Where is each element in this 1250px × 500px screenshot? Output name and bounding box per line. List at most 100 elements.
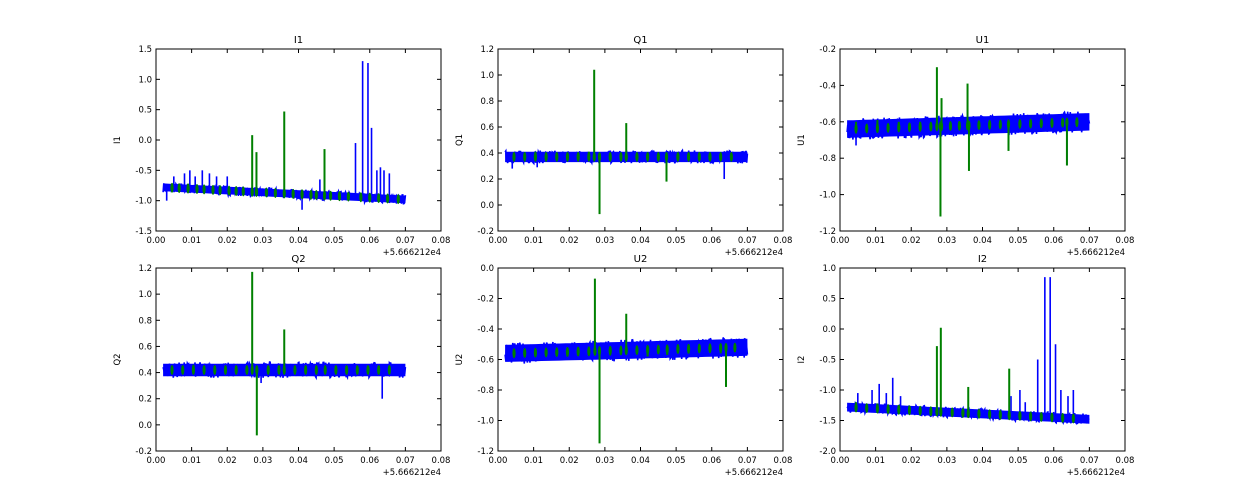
- green-blip-mark: [512, 151, 516, 162]
- green-blip-mark: [377, 364, 381, 375]
- x-tick-label: 0.07: [1080, 456, 1099, 466]
- green-blip-mark: [309, 189, 313, 200]
- subplot-title: I1: [294, 35, 303, 46]
- green-blip-mark: [523, 151, 527, 162]
- y-tick-label: 0.0: [822, 325, 836, 335]
- green-blip-mark: [966, 408, 970, 419]
- green-blip-mark: [334, 364, 338, 375]
- plot-area: [846, 67, 1091, 217]
- x-tick-label: 0.05: [1009, 456, 1028, 466]
- green-blip-mark: [250, 364, 254, 375]
- axes-frame: [497, 48, 784, 232]
- green-blip-mark: [337, 191, 342, 202]
- green-blip-mark: [322, 190, 327, 201]
- green-blip-mark: [396, 194, 400, 205]
- green-blip-mark: [202, 184, 206, 195]
- x-tick-label: 0.07: [738, 236, 757, 246]
- green-blip-mark: [998, 119, 1002, 130]
- x-tick-label: 0.06: [360, 236, 379, 246]
- x-tick-label: 0.02: [902, 456, 921, 466]
- x-tick-label: 0.04: [289, 236, 308, 246]
- x-tick-label: 0.04: [973, 456, 992, 466]
- green-blip-mark: [264, 187, 269, 198]
- green-blip-mark: [929, 406, 933, 417]
- x-tick-label: 0.02: [902, 236, 921, 246]
- subplot-title: U2: [634, 254, 648, 265]
- green-blip-mark: [346, 191, 350, 202]
- green-blip-mark: [213, 364, 217, 375]
- x-tick-label: 0.03: [595, 456, 614, 466]
- green-blip-mark: [608, 151, 612, 162]
- green-blip-mark: [729, 151, 733, 162]
- x-tick-label: 0.06: [702, 236, 721, 246]
- y-tick-label: 0.8: [138, 316, 152, 326]
- subplot-i2: 0.00 0.01 0.02 0.03 0.04 0.05 0.06 0.07 0.08 -2.0…: [797, 254, 1134, 478]
- green-blip-mark: [875, 403, 880, 414]
- x-tick-label: 0.00: [489, 236, 508, 246]
- green-blip-mark: [635, 151, 639, 162]
- y-tick-label: 1.0: [138, 290, 152, 300]
- green-blip-mark: [977, 408, 981, 419]
- green-blip-mark: [533, 151, 538, 162]
- green-blip-mark: [1028, 411, 1033, 422]
- y-tick-label: 0.4: [138, 369, 152, 379]
- green-blip-mark: [593, 346, 597, 357]
- x-tick-label: 0.08: [432, 456, 451, 466]
- green-blip-mark: [897, 122, 901, 133]
- y-tick-label: -0.8: [477, 386, 494, 396]
- green-blip-mark: [255, 364, 259, 375]
- green-blip-mark: [170, 182, 174, 193]
- x-offset-label: +5.666212e4: [725, 248, 783, 258]
- y-tick-label: -1.5: [135, 227, 152, 237]
- green-blip-mark: [218, 185, 222, 196]
- green-blip-mark: [592, 151, 596, 162]
- green-blip-mark: [304, 364, 308, 375]
- green-blip-mark: [291, 188, 295, 199]
- x-tick-label: 0.03: [937, 456, 956, 466]
- green-blip-mark: [656, 344, 660, 355]
- green-blip-mark: [724, 342, 728, 353]
- green-blip-mark: [624, 151, 628, 162]
- y-axis-label: U2: [455, 354, 465, 366]
- green-blip-mark: [241, 186, 245, 197]
- green-blip-mark: [865, 403, 869, 414]
- green-blip-mark: [619, 151, 623, 162]
- green-blip-mark: [624, 345, 628, 356]
- subplot-q1: 0.00 0.01 0.02 0.03 0.04 0.05 0.06 0.07 0.08 -0.2…: [455, 35, 792, 258]
- green-blip-mark: [935, 406, 939, 417]
- green-blip-mark: [907, 405, 912, 416]
- y-tick-label: -1.2: [819, 227, 836, 237]
- green-blip-mark: [293, 364, 297, 375]
- green-blip-mark: [939, 121, 944, 132]
- green-blip-mark: [875, 123, 880, 134]
- green-blip-mark: [587, 151, 591, 162]
- y-tick-label: -1.0: [819, 191, 836, 201]
- green-blip-mark: [708, 343, 712, 354]
- x-tick-label: 0.00: [831, 236, 850, 246]
- x-offset-label: +5.666212e4: [725, 468, 783, 478]
- y-axis-label: I2: [797, 356, 807, 364]
- x-tick-label: 0.00: [147, 456, 166, 466]
- green-blip-mark: [234, 185, 238, 196]
- y-tick-label: 0.0: [138, 136, 152, 146]
- green-blip-mark: [988, 119, 992, 130]
- green-blip-mark: [377, 193, 381, 204]
- x-tick-label: 0.08: [432, 236, 451, 246]
- y-tick-label: -1.5: [819, 417, 836, 427]
- green-blip-mark: [195, 184, 199, 195]
- x-tick-label: 0.01: [866, 236, 885, 246]
- y-tick-label: 0.0: [480, 201, 494, 211]
- green-blip-mark: [523, 347, 527, 358]
- x-tick-label: 0.04: [631, 456, 650, 466]
- x-tick-label: 0.06: [1044, 236, 1063, 246]
- green-blip-mark: [323, 364, 327, 375]
- green-blip-mark: [656, 151, 660, 162]
- green-blip-mark: [344, 364, 349, 375]
- x-offset-label: +5.666212e4: [383, 468, 441, 478]
- y-tick-label: -2.0: [819, 447, 836, 457]
- green-blip-mark: [359, 192, 363, 203]
- y-tick-label: 0.8: [480, 97, 494, 107]
- x-tick-label: 0.08: [774, 236, 793, 246]
- y-tick-label: -0.4: [477, 325, 494, 335]
